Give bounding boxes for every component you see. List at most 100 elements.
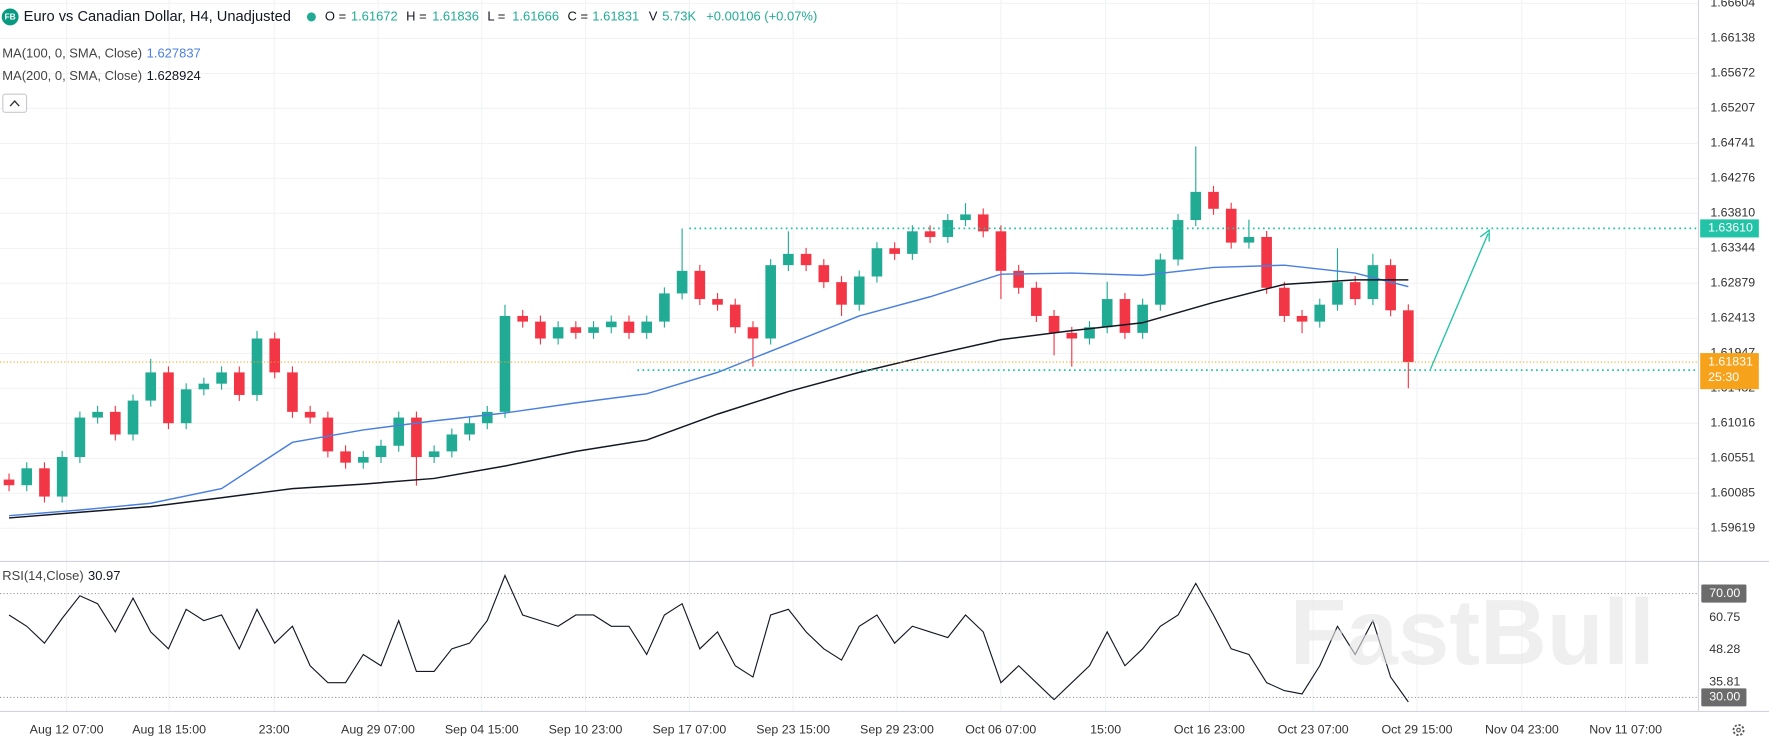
candle-body xyxy=(1261,236,1272,288)
last-price-tag xyxy=(1700,353,1759,390)
y-tick-label: 1.65207 xyxy=(1710,101,1755,115)
rsi-line xyxy=(8,574,1409,703)
settings-button[interactable] xyxy=(1732,724,1745,737)
moving-average-line xyxy=(8,279,1409,519)
candle-body xyxy=(889,248,900,254)
level-tag xyxy=(1700,219,1759,238)
candle-body xyxy=(56,457,68,497)
ma200-legend[interactable]: MA(200, 0, SMA, Close) xyxy=(2,68,142,83)
candle-body xyxy=(1243,236,1255,243)
candle-body xyxy=(109,411,121,435)
candle-body xyxy=(800,253,812,266)
candle-body xyxy=(517,315,529,322)
collapse-button[interactable] xyxy=(2,93,28,113)
ma100-legend[interactable]: MA(100, 0, SMA, Close) xyxy=(2,46,142,61)
y-tick-label: 1.60551 xyxy=(1710,451,1755,465)
candle-body xyxy=(729,304,741,328)
candle-body xyxy=(712,299,723,305)
candle-body xyxy=(92,411,103,418)
candle-body xyxy=(535,321,546,339)
countdown-label: 25:30 xyxy=(1708,370,1739,384)
stat-value: 5.73K xyxy=(662,8,696,23)
y-tick-label: 1.61016 xyxy=(1710,416,1755,430)
stat-label: O = xyxy=(325,8,346,23)
candle-body xyxy=(411,417,422,458)
symbol-title[interactable]: Euro vs Canadian Dollar, H4, Unadjusted xyxy=(24,9,291,25)
collapse-chevron xyxy=(9,99,20,107)
candle-body xyxy=(1155,259,1166,305)
candle-body xyxy=(641,321,652,333)
y-tick-label: 1.63344 xyxy=(1710,241,1755,255)
candle-body xyxy=(588,327,599,333)
candle-body xyxy=(924,231,936,237)
candle-body xyxy=(269,338,281,373)
candle-body xyxy=(1385,265,1396,311)
candle-body xyxy=(499,315,511,412)
rsi-tick-label: 30.00 xyxy=(1709,690,1740,704)
candle-body xyxy=(836,282,847,305)
y-tick-label: 1.65672 xyxy=(1710,66,1755,80)
candle-body xyxy=(552,327,564,339)
rsi-tick-label: 60.75 xyxy=(1709,610,1740,624)
candle-body xyxy=(818,265,830,283)
candle-body xyxy=(1048,315,1060,333)
candle-body xyxy=(942,220,954,237)
moving-average-line xyxy=(8,264,1409,517)
candle-body xyxy=(1208,191,1219,209)
candle-body xyxy=(1137,304,1148,333)
candle-body xyxy=(676,270,688,294)
candle-body xyxy=(393,417,405,446)
stat-value: 1.61666 xyxy=(512,8,559,23)
rsi-value: 30.97 xyxy=(88,568,120,583)
candle-body xyxy=(1066,332,1078,339)
ohlc-stats: O = 1.61672 H = 1.61836 L = 1.61666 C = 1.61831… xyxy=(325,8,817,23)
x-tick-label: Nov 11 07:00 xyxy=(1589,722,1662,736)
candle-body xyxy=(1314,304,1326,322)
y-tick-label: 1.63810 xyxy=(1710,206,1755,220)
price-axis: Aug 12 07:00 Aug 18 15:00 23:00 Aug 29 07:0… xyxy=(30,0,1759,736)
candle-body xyxy=(357,457,369,463)
y-tick-label: 1.64741 xyxy=(1710,136,1755,150)
candle-body xyxy=(375,445,387,458)
candle-body xyxy=(39,468,50,497)
candle-body xyxy=(1367,265,1379,300)
watermark: FastBull xyxy=(1290,580,1655,684)
candle-body xyxy=(853,276,865,305)
y-tick-label: 1.66138 xyxy=(1710,31,1755,45)
candle-body xyxy=(251,338,263,395)
rsi-tick-label: 48.28 xyxy=(1709,642,1740,656)
x-tick-label: Sep 04 15:00 xyxy=(445,722,519,736)
candle-body xyxy=(960,214,971,221)
candle-body xyxy=(322,417,334,452)
stat-label: C = xyxy=(567,8,588,23)
symbol-badge xyxy=(1,8,19,26)
x-tick-label: Aug 12 07:00 xyxy=(30,722,104,736)
x-tick-label: Aug 18 15:00 xyxy=(132,722,206,736)
ma200-value: 1.628924 xyxy=(147,68,201,83)
candle-body xyxy=(446,434,458,452)
rsi-level-tag xyxy=(1701,688,1747,707)
stat-label: H = xyxy=(406,8,427,23)
drawing-arrow[interactable] xyxy=(1429,233,1489,370)
y-tick-label: 1.62413 xyxy=(1710,311,1755,325)
candle-body xyxy=(1013,270,1024,288)
candle-body xyxy=(1349,282,1361,300)
candle-body xyxy=(871,248,883,277)
symbol-badge-text: FB xyxy=(5,12,16,22)
candle-body xyxy=(907,231,918,254)
y-tick-label: 1.60085 xyxy=(1710,486,1755,500)
candle-body xyxy=(694,270,706,300)
candle-body xyxy=(3,479,15,486)
x-tick-label: Oct 16 23:00 xyxy=(1174,722,1245,736)
candle-body xyxy=(145,372,157,401)
candle-body xyxy=(198,383,210,390)
x-tick-label: Sep 29 23:00 xyxy=(860,722,934,736)
candle-body xyxy=(428,451,440,458)
stat-label: V xyxy=(649,8,658,23)
candle-body xyxy=(287,372,298,412)
market-status-dot xyxy=(306,12,316,22)
rsi-legend[interactable]: RSI(14,Close) xyxy=(2,568,83,583)
rsi-level-tag xyxy=(1701,584,1747,603)
x-tick-label: Sep 10 23:00 xyxy=(549,722,623,736)
candle-body xyxy=(1296,315,1308,322)
